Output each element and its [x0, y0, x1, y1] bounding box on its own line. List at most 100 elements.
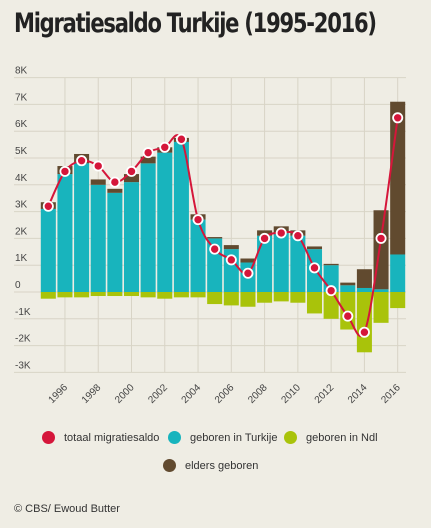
x-tick-label: 2008 [246, 382, 270, 406]
bar-geboren-in-ndl [390, 292, 406, 309]
x-tick-label: 2012 [313, 382, 337, 406]
x-tick-label: 1996 [47, 382, 71, 406]
legend-label-ndl: geboren in Ndl [306, 431, 378, 444]
bar-elders-geboren [107, 188, 123, 193]
bar-geboren-in-ndl [273, 292, 289, 302]
bar-elders-geboren [207, 237, 223, 239]
bar-geboren-in-turkije [40, 208, 56, 292]
bar-elders-geboren [306, 246, 323, 250]
point-totaal-migratiesaldo [159, 141, 171, 153]
x-tick-label: 1998 [80, 382, 104, 406]
point-totaal-migratiesaldo [342, 310, 354, 322]
bar-geboren-in-ndl [240, 292, 256, 307]
legend-item-ndl: geboren in Ndl [284, 431, 378, 444]
bar-geboren-in-ndl [90, 292, 106, 297]
bar-elders-geboren [123, 174, 140, 183]
bar-geboren-in-turkije [356, 287, 372, 292]
x-tick-label: 2000 [113, 382, 137, 406]
legend-swatch-elders [163, 459, 176, 472]
point-totaal-migratiesaldo [242, 267, 254, 279]
y-tick-label: 5K [15, 146, 28, 157]
bar-geboren-in-ndl [107, 292, 123, 297]
legend-item-elders: elders geboren [163, 459, 258, 472]
y-tick-label: 3K [15, 200, 28, 211]
y-tick-label: 8K [15, 66, 28, 77]
bar-geboren-in-turkije [340, 285, 356, 292]
y-tick-label: 0 [15, 280, 21, 291]
bar-geboren-in-turkije [257, 235, 273, 292]
legend-swatch-turkije [168, 431, 181, 444]
point-totaal-migratiesaldo [392, 112, 404, 124]
point-totaal-migratiesaldo [308, 262, 320, 274]
legend-swatch-ndl [284, 431, 297, 444]
bar-geboren-in-turkije [123, 182, 140, 292]
bar-geboren-in-turkije [90, 184, 106, 292]
legend-swatch-totaal [42, 431, 55, 444]
y-tick-label: 2K [15, 226, 28, 237]
point-totaal-migratiesaldo [259, 232, 271, 244]
point-totaal-migratiesaldo [109, 176, 121, 188]
y-tick-label: -1K [15, 307, 31, 318]
x-tick-label: 2014 [346, 382, 370, 406]
bar-elders-geboren [140, 156, 156, 164]
bar-geboren-in-ndl [57, 292, 73, 298]
bar-geboren-in-ndl [373, 292, 389, 323]
point-totaal-migratiesaldo [126, 165, 138, 177]
bar-geboren-in-ndl [173, 292, 189, 298]
bar-geboren-in-turkije [157, 152, 173, 292]
legend-item-turkije: geboren in Turkije [168, 431, 277, 444]
legend: totaal migratiesaldo geboren in Turkije … [0, 425, 431, 485]
legend-item-totaal: totaal migratiesaldo [42, 431, 159, 444]
y-tick-label: 7K [15, 92, 28, 103]
chart-title: Migratiesaldo Turkije (1995-2016) [14, 8, 377, 39]
bar-geboren-in-ndl [207, 292, 223, 305]
bar-elders-geboren [356, 269, 372, 288]
bar-geboren-in-turkije [373, 289, 389, 292]
bar-geboren-in-turkije [57, 174, 73, 292]
point-totaal-migratiesaldo [225, 254, 237, 266]
bar-geboren-in-ndl [140, 292, 156, 298]
point-totaal-migratiesaldo [92, 160, 104, 172]
y-tick-label: -3K [15, 360, 31, 371]
bar-elders-geboren [240, 258, 256, 263]
bar-geboren-in-turkije [140, 163, 156, 292]
bar-geboren-in-turkije [107, 192, 123, 292]
bar-geboren-in-ndl [157, 292, 173, 299]
x-tick-label: 2010 [279, 382, 303, 406]
point-totaal-migratiesaldo [59, 165, 71, 177]
bar-geboren-in-ndl [290, 292, 306, 303]
legend-label-turkije: geboren in Turkije [190, 431, 278, 444]
bar-geboren-in-ndl [356, 292, 372, 353]
bar-geboren-in-turkije [74, 163, 90, 292]
point-totaal-migratiesaldo [175, 133, 187, 145]
bar-geboren-in-ndl [40, 292, 56, 299]
bar-elders-geboren [223, 245, 239, 250]
x-tick-label: 2004 [180, 382, 204, 406]
bar-geboren-in-ndl [223, 292, 239, 306]
bar-geboren-in-turkije [390, 254, 406, 292]
point-totaal-migratiesaldo [292, 230, 304, 242]
x-tick-label: 2016 [379, 382, 403, 406]
point-totaal-migratiesaldo [76, 155, 88, 167]
bar-geboren-in-ndl [74, 292, 90, 298]
point-totaal-migratiesaldo [275, 227, 287, 239]
bar-elders-geboren [323, 263, 339, 266]
point-totaal-migratiesaldo [358, 326, 370, 338]
y-tick-label: 4K [15, 173, 28, 184]
y-tick-label: -2K [15, 334, 31, 345]
legend-label-totaal: totaal migratiesaldo [64, 431, 160, 444]
bar-geboren-in-ndl [190, 292, 206, 298]
y-tick-label: 6K [15, 119, 28, 130]
point-totaal-migratiesaldo [192, 214, 204, 226]
point-totaal-migratiesaldo [375, 232, 387, 244]
point-totaal-migratiesaldo [142, 147, 154, 159]
bar-geboren-in-turkije [273, 233, 289, 292]
legend-label-elders: elders geboren [185, 459, 259, 472]
point-totaal-migratiesaldo [209, 243, 221, 255]
credit: © CBS/ Ewoud Butter [14, 503, 120, 515]
y-tick-label: 1K [15, 253, 28, 264]
point-totaal-migratiesaldo [325, 285, 337, 297]
x-tick-label: 2006 [213, 382, 237, 406]
bar-geboren-in-ndl [123, 292, 140, 297]
bar-geboren-in-turkije [190, 219, 206, 292]
